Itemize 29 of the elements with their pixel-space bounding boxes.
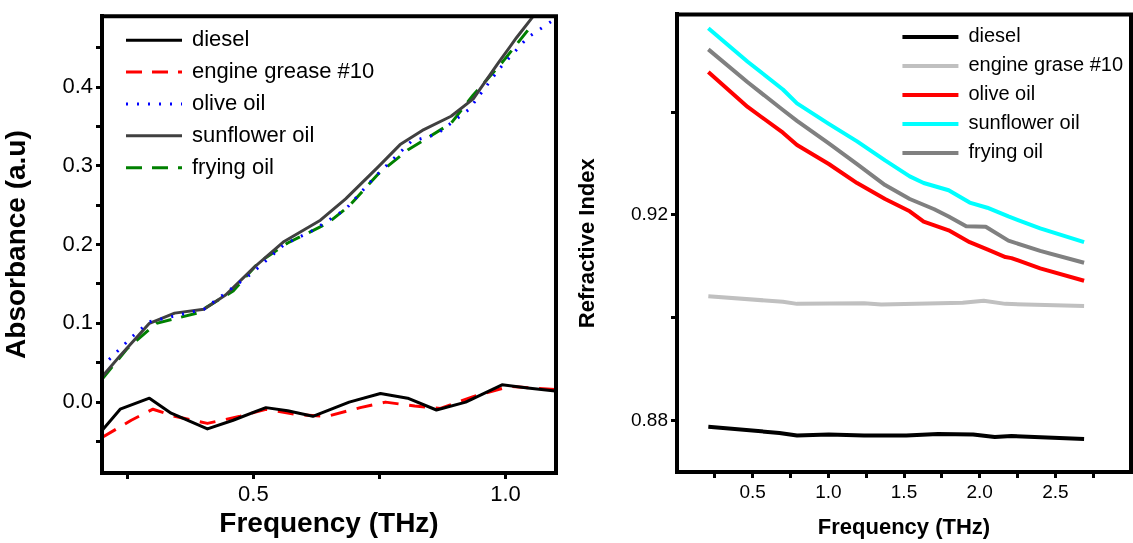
y-axis-title: Absorbance (a.u)	[0, 130, 31, 359]
y-tick-label: 0.0	[62, 388, 93, 414]
x-axis-title: Frequency (THz)	[219, 506, 439, 538]
legend-label: engine grease #10	[192, 58, 375, 84]
legend-label: diesel	[968, 24, 1021, 47]
y-axis-title: Refractive Index	[574, 157, 600, 329]
legend-label: engine grase #10	[968, 53, 1124, 76]
x-axis-title: Frequency (THz)	[817, 513, 991, 539]
legend-label: olive oil	[968, 82, 1036, 105]
x-tick-label: 0.5	[238, 481, 269, 507]
legend-label: frying oil	[192, 153, 274, 179]
legend-label: sunflower oil	[968, 111, 1080, 134]
legend-label: frying oil	[968, 140, 1043, 163]
x-tick-label: 2.5	[1042, 480, 1069, 502]
x-tick-label: 0.5	[739, 480, 766, 502]
line-series	[102, 384, 556, 440]
y-tick-label: 0.2	[62, 230, 93, 256]
y-tick-label: 0.1	[62, 309, 93, 335]
y-tick-label: 0.4	[62, 73, 93, 99]
x-tick-label: 1.0	[490, 481, 521, 507]
y-tick-label: 0.88	[631, 408, 668, 430]
x-tick-label: 1.0	[815, 480, 842, 502]
x-tick-label: 1.5	[890, 480, 918, 502]
legend-label: olive oil	[192, 90, 266, 116]
y-tick-label: 0.3	[62, 151, 93, 177]
legend-label: diesel	[192, 26, 250, 52]
y-tick-label: 0.92	[631, 203, 668, 225]
legend-label: sunflower oil	[192, 121, 315, 147]
x-tick-label: 2.0	[966, 480, 993, 502]
